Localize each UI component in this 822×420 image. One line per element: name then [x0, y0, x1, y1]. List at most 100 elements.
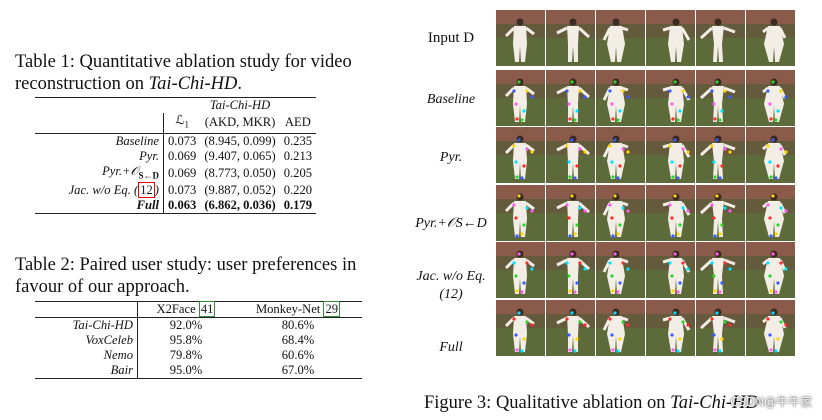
keypoint-marker [712, 274, 716, 278]
keypoint-marker [779, 147, 783, 151]
ref-link-12[interactable]: 12 [138, 182, 155, 199]
keypoint-marker [681, 205, 685, 210]
frame-image [596, 184, 645, 241]
keypoint-marker [678, 164, 682, 168]
keypoint-marker [530, 267, 534, 271]
keypoint-marker [671, 347, 675, 352]
keypoint-marker [668, 261, 672, 265]
keypoint-marker [570, 79, 574, 84]
keypoint-marker [715, 310, 719, 315]
keypoint-marker [522, 336, 526, 341]
frame-thumbnail [496, 69, 545, 126]
keypoint-marker [673, 79, 677, 84]
frame-image [696, 127, 745, 183]
frame-thumbnail [596, 10, 645, 66]
keypoint-marker [769, 233, 773, 238]
keypoint-marker [673, 193, 677, 198]
table2: X2Face 41 Monkey-Net 29 Tai-Chi-HD 92.0%… [35, 301, 362, 379]
keypoint-marker [608, 88, 612, 93]
keypoint-marker [769, 116, 773, 121]
keypoint-marker [678, 336, 682, 341]
keypoint-marker [616, 231, 620, 236]
keypoint-marker [718, 117, 722, 122]
keypoint-marker [720, 108, 724, 113]
keypoint-marker [565, 316, 569, 321]
keypoint-marker [686, 267, 690, 271]
table-row: Tai-Chi-HD 92.0% 80.6% [35, 317, 362, 333]
keypoint-marker [712, 332, 716, 337]
frame-thumbnail [696, 69, 745, 126]
fig-row-label-baseline: Baseline [426, 92, 476, 107]
ref-link-29[interactable]: 29 [323, 301, 341, 317]
keypoint-marker [575, 222, 579, 227]
keypoint-marker [616, 176, 620, 180]
keypoint-marker [621, 147, 625, 151]
frame-thumbnail [546, 184, 595, 241]
keypoint-marker [575, 281, 579, 285]
frame-thumbnail [696, 127, 745, 183]
keypoint-marker [613, 310, 617, 315]
keypoint-marker [565, 88, 569, 93]
keypoint-marker [769, 289, 773, 293]
keypoint-marker [718, 176, 722, 180]
keypoint-marker [774, 290, 778, 294]
keypoint-marker [608, 316, 612, 321]
keypoint-marker [514, 215, 518, 220]
fig-row-label-pyr: Pyr. [439, 150, 463, 165]
keypoint-marker [710, 202, 714, 207]
frame-thumbnail [596, 127, 645, 183]
frame-image [696, 10, 745, 66]
ref-link-41[interactable]: 41 [198, 301, 216, 317]
keypoint-marker [616, 117, 620, 122]
frame-image [746, 242, 795, 298]
frame-thumbnail [746, 10, 795, 66]
keypoint-marker [525, 205, 529, 210]
keypoint-marker [671, 233, 675, 238]
table2-caption: Table 2: Paired user study: user prefere… [15, 255, 357, 297]
frame-image [646, 10, 695, 66]
keypoint-marker [774, 117, 778, 122]
keypoint-marker [616, 290, 620, 294]
keypoint-marker [626, 150, 630, 154]
keypoint-marker [613, 79, 617, 84]
keypoint-marker [583, 267, 587, 271]
keypoint-marker [611, 116, 615, 121]
table1-header-group: Tai-Chi-HD [209, 98, 271, 112]
keypoint-marker [776, 222, 780, 227]
table-row: Baseline 0.073 (8.945, 0.099) 0.235 [35, 133, 316, 149]
watermark: CSDN@牛牛家 [730, 395, 813, 409]
keypoint-marker [575, 336, 579, 341]
keypoint-marker [522, 108, 526, 113]
keypoint-marker [774, 176, 778, 180]
frame-image [696, 184, 745, 241]
table-row: Bair 95.0% 67.0% [35, 363, 362, 379]
keypoint-marker [712, 101, 716, 106]
keypoint-marker [766, 144, 770, 148]
keypoint-marker [718, 290, 722, 294]
keypoint-marker [713, 289, 717, 293]
keypoint-marker [611, 289, 615, 293]
table-row: Nemo 79.8% 60.6% [35, 348, 362, 363]
keypoint-marker [520, 348, 524, 353]
keypoint-marker [515, 233, 519, 238]
keypoint-marker [570, 193, 574, 198]
frame-image [646, 127, 695, 183]
keypoint-marker [522, 281, 526, 285]
keypoint-marker [718, 348, 722, 353]
keypoint-marker [583, 322, 587, 327]
keypoint-marker [565, 202, 569, 207]
frame-image [646, 69, 695, 126]
frame-thumbnail [746, 184, 795, 241]
table-row: Pyr.+𝒪S←D 0.069 (8.773, 0.050) 0.205 [35, 163, 316, 184]
frame-image [496, 69, 545, 126]
keypoint-marker [779, 261, 783, 265]
keypoint-marker [618, 164, 622, 168]
keypoint-marker [728, 208, 732, 213]
keypoint-marker [771, 193, 775, 198]
keypoint-marker [573, 176, 577, 180]
keypoint-marker [779, 319, 783, 324]
keypoint-marker [626, 267, 630, 271]
keypoint-marker [686, 208, 690, 213]
frame-thumbnail [546, 10, 595, 66]
frame-thumbnail [746, 127, 795, 183]
